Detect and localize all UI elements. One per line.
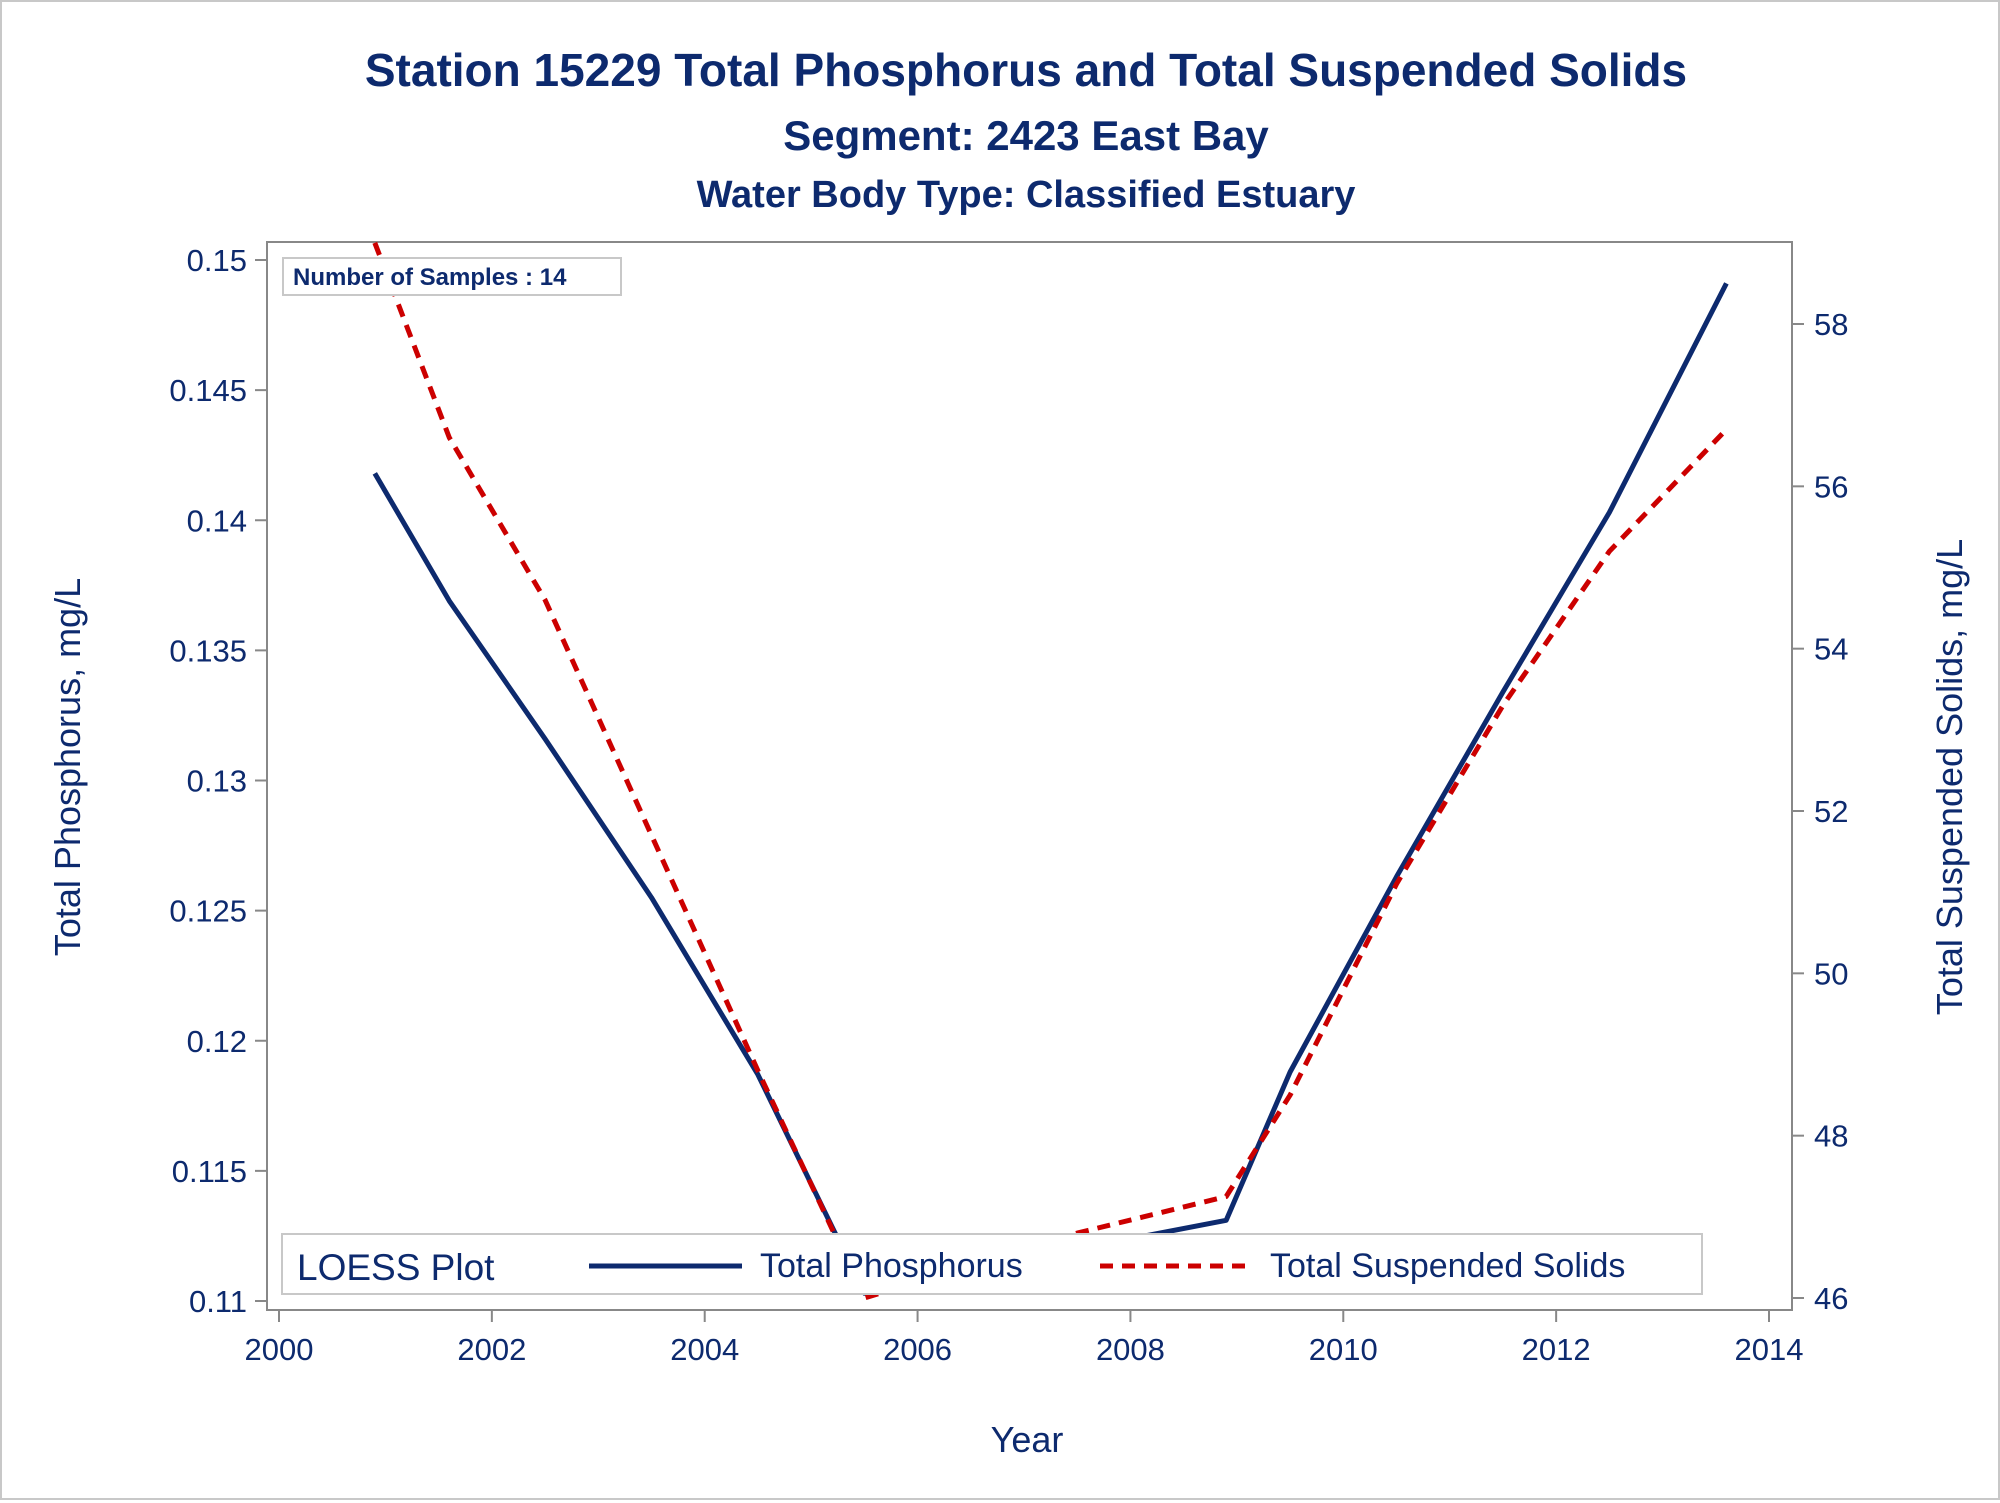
y2-tick-label: 54: [1814, 632, 1848, 667]
x-tick-label: 2002: [457, 1332, 526, 1367]
chart-subtitle-2: Water Body Type: Classified Estuary: [697, 174, 1356, 216]
legend: LOESS Plot Total Phosphorus Total Suspen…: [281, 1233, 1703, 1295]
chart-subtitle: Segment: 2423 East Bay: [783, 112, 1269, 159]
x-tick-label: 2004: [670, 1332, 739, 1367]
x-axis: 2000 2002 2004 2006 2008 2010 2012 2014: [245, 1310, 1804, 1367]
y2-tick-label: 48: [1814, 1119, 1848, 1154]
y-axis-right: 46 48 50 52 54 56 58: [1792, 307, 1848, 1316]
y-tick-label: 0.125: [169, 894, 247, 929]
legend-title: LOESS Plot: [297, 1247, 495, 1288]
y2-tick-label: 50: [1814, 956, 1848, 991]
chart-title: Station 15229 Total Phosphorus and Total…: [365, 44, 1687, 96]
x-tick-label: 2014: [1735, 1332, 1804, 1367]
x-tick-label: 2010: [1309, 1332, 1378, 1367]
y-tick-label: 0.11: [189, 1284, 247, 1319]
y-tick-label: 0.13: [187, 764, 247, 799]
x-tick-label: 2006: [883, 1332, 952, 1367]
x-tick-label: 2008: [1096, 1332, 1165, 1367]
x-axis-label: Year: [991, 1419, 1064, 1460]
plot-area: [266, 241, 1793, 1311]
y2-tick-label: 46: [1814, 1281, 1848, 1316]
sample-count-text: Number of Samples : 14: [293, 264, 567, 291]
y2-tick-label: 56: [1814, 469, 1848, 504]
y2-tick-label: 58: [1814, 307, 1848, 342]
y-axis-left: 0.11 0.115 0.12 0.125 0.13 0.135 0.14 0.145 0.15: [169, 243, 267, 1319]
legend-entry-total-suspended-solids: Total Suspended Solids: [1270, 1247, 1625, 1285]
y-tick-label: 0.145: [169, 373, 247, 408]
y-tick-label: 0.12: [187, 1024, 247, 1059]
sample-count-annotation: Number of Samples : 14: [282, 257, 622, 296]
y-axis-label: Total Phosphorus, mg/L: [47, 578, 88, 956]
y-tick-label: 0.115: [172, 1154, 247, 1189]
y2-tick-label: 52: [1814, 794, 1848, 829]
y-tick-label: 0.14: [187, 503, 247, 538]
y-tick-label: 0.15: [187, 243, 247, 278]
y-tick-label: 0.135: [169, 633, 247, 668]
x-tick-label: 2012: [1522, 1332, 1591, 1367]
x-tick-label: 2000: [245, 1332, 314, 1367]
y2-axis-label: Total Suspended Solids, mg/L: [1929, 539, 1970, 1015]
legend-entry-total-phosphorus: Total Phosphorus: [760, 1247, 1023, 1285]
legend-box: [281, 1233, 1703, 1295]
